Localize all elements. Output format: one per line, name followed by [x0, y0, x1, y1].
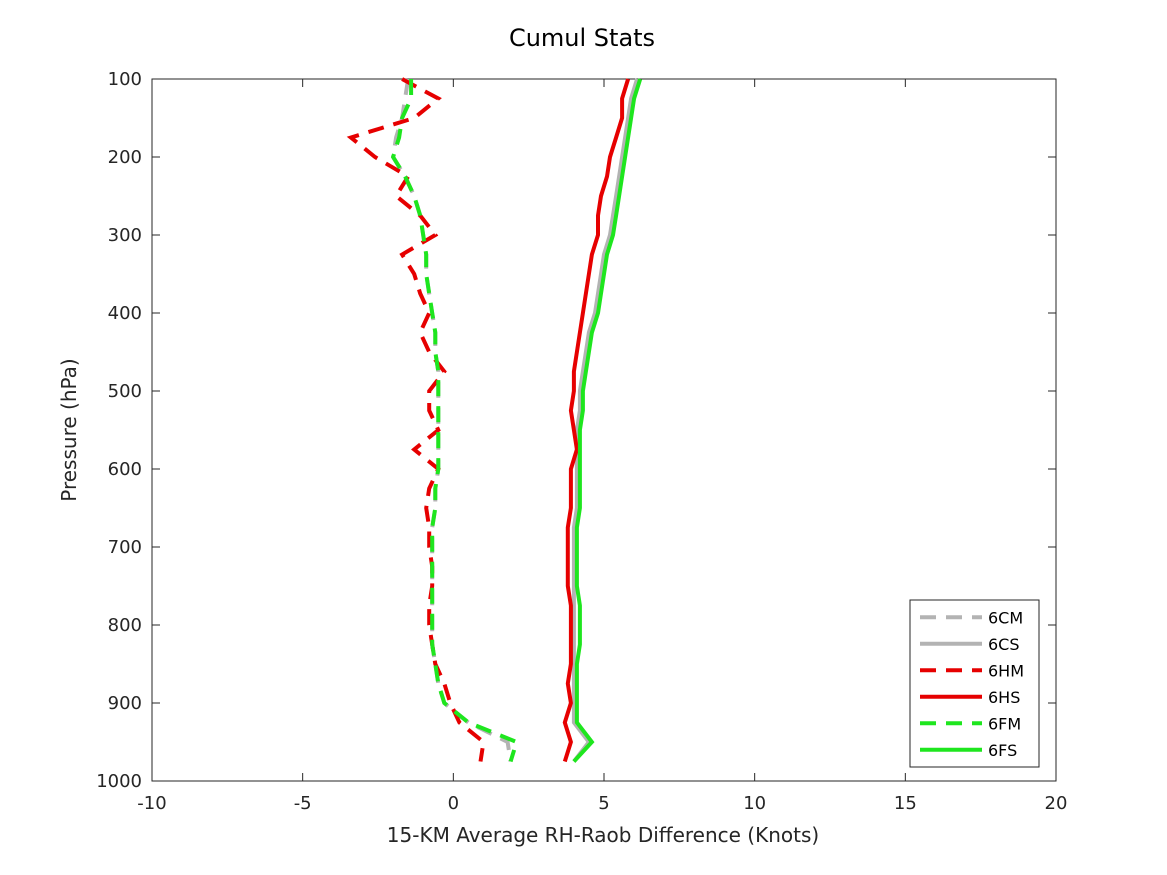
- y-tick-label: 400: [108, 303, 142, 324]
- chart-title: Cumul Stats: [509, 24, 655, 52]
- y-tick-label: 600: [108, 459, 142, 480]
- y-tick-label: 200: [108, 147, 142, 168]
- axes-box: [151, 78, 1057, 782]
- y-tick-label: 1000: [96, 771, 142, 792]
- x-tick-label: -10: [137, 793, 166, 814]
- x-tick-label: 5: [598, 793, 609, 814]
- y-tick-label: 100: [108, 69, 142, 90]
- legend-label-6fm: 6FM: [988, 714, 1021, 733]
- legend-label-6hm: 6HM: [988, 661, 1024, 680]
- y-tick-label: 800: [108, 615, 142, 636]
- x-tick-label: 20: [1045, 793, 1068, 814]
- y-tick-label: 900: [108, 693, 142, 714]
- y-tick-label: 500: [108, 381, 142, 402]
- y-tick-label: 300: [108, 225, 142, 246]
- legend-label-6fs: 6FS: [988, 741, 1017, 760]
- legend-label-6hs: 6HS: [988, 688, 1020, 707]
- x-tick-label: 15: [894, 793, 917, 814]
- legend-label-6cm: 6CM: [988, 608, 1023, 627]
- legend: 6CM 6CS 6HM 6HS 6FM 6FS: [909, 599, 1040, 768]
- x-tick-label: -5: [294, 793, 312, 814]
- x-axis-label: 15-KM Average RH-Raob Difference (Knots): [387, 823, 819, 847]
- series-line-6fs: [572, 78, 643, 763]
- series-line-6hs: [562, 78, 631, 763]
- y-axis-label: Pressure (hPa): [57, 358, 81, 501]
- legend-label-6cs: 6CS: [988, 635, 1020, 654]
- x-tick-label: 0: [448, 793, 459, 814]
- legend-box: [909, 599, 1040, 768]
- series-line-6cs: [571, 78, 640, 763]
- series-line-6fm: [390, 79, 520, 763]
- x-tick-label: 10: [743, 793, 766, 814]
- plot-area: -10 -5 0 5 10 15 20 100 200 300 400 500 600 700 800 900…: [96, 69, 1067, 814]
- y-tick-label: 700: [108, 537, 142, 558]
